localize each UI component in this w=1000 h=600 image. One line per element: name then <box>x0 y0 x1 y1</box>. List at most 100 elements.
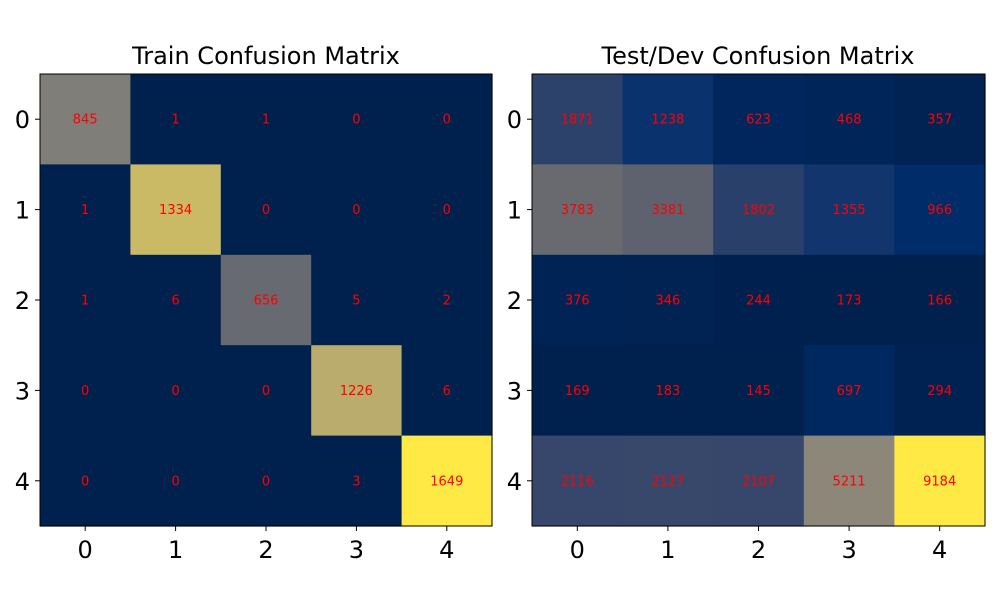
train-matrix-axes: 0 1 2 3 4 0 1 2 3 4 <box>15 73 493 564</box>
test-dev-cell-r0-c1 <box>622 74 714 165</box>
train-y-tick-label-4: 4 <box>15 468 30 496</box>
test-dev-y-tick-label-1: 1 <box>507 197 522 225</box>
test-dev-cell-label-r3-c3: 697 <box>837 384 862 399</box>
train-cell-r1-c3 <box>311 164 403 256</box>
test-dev-cell-label-r0-c3: 468 <box>837 113 862 128</box>
test-dev-cell-r4-c3 <box>803 435 895 527</box>
test-dev-y-tick-label-2: 2 <box>507 287 522 315</box>
train-cell-r1-c2 <box>220 164 312 256</box>
test-dev-cell-label-r3-c1: 183 <box>655 384 680 399</box>
test-dev-cell-label-r1-c4: 966 <box>927 203 952 218</box>
test-dev-y-tick-label-3: 3 <box>507 377 522 405</box>
train-cell-r3-c1 <box>130 345 222 437</box>
test-dev-cell-label-r3-c0: 169 <box>565 384 590 399</box>
test-dev-cell-label-r3-c4: 294 <box>927 384 952 399</box>
train-cell-r3-c2 <box>220 345 312 437</box>
train-cell-label-r2-c1: 6 <box>171 294 179 309</box>
test-dev-cell-label-r4-c4: 9184 <box>923 474 956 489</box>
test-dev-cell-label-r2-c3: 173 <box>837 294 862 309</box>
train-x-tick-label-2: 2 <box>258 536 273 564</box>
train-matrix-title: Train Confusion Matrix <box>131 42 400 70</box>
test-dev-cell-label-r1-c3: 1355 <box>833 203 866 218</box>
train-cell-label-r4-c3: 3 <box>352 474 360 489</box>
test-dev-cell-label-r0-c0: 1871 <box>561 113 594 128</box>
test-dev-cell-r3-c4 <box>894 345 986 437</box>
test-dev-cell-label-r4-c0: 2116 <box>561 474 594 489</box>
test-dev-cell-label-r2-c0: 376 <box>565 294 590 309</box>
train-cell-r4-c2 <box>220 435 312 527</box>
test-dev-x-tick-label-1: 1 <box>660 536 675 564</box>
train-y-tick-label-0: 0 <box>15 106 30 134</box>
train-cell-label-r2-c4: 2 <box>443 294 451 309</box>
test-dev-cell-r2-c2 <box>713 254 805 346</box>
test-dev-cell-label-r0-c1: 1238 <box>651 113 684 128</box>
test-dev-cell-r0-c3 <box>803 74 895 165</box>
test-dev-cell-label-r2-c1: 346 <box>655 294 680 309</box>
test-dev-x-tick-label-4: 4 <box>932 536 947 564</box>
test-dev-matrix-title: Test/Dev Confusion Matrix <box>601 42 915 70</box>
train-cell-r4-c4 <box>401 435 493 527</box>
train-x-tick-label-3: 3 <box>349 536 364 564</box>
test-dev-cell-r0-c0 <box>532 74 624 165</box>
train-cell-label-r0-c3: 0 <box>352 113 360 128</box>
test-dev-cell-r2-c0 <box>532 254 624 346</box>
train-cell-label-r3-c1: 0 <box>171 384 179 399</box>
test-dev-cell-label-r0-c2: 623 <box>746 113 771 128</box>
train-cell-label-r0-c1: 1 <box>171 113 179 128</box>
train-matrix-cell-labels: 845 1 1 0 0 1 1334 0 0 0 1 6 656 5 2 0 0 0 1226 6 0 0 0 3 1649 <box>73 113 464 490</box>
test-dev-x-tick-label-3: 3 <box>841 536 856 564</box>
train-cell-label-r3-c3: 1226 <box>340 384 373 399</box>
train-cell-label-r4-c0: 0 <box>81 474 89 489</box>
test-dev-x-tick-label-2: 2 <box>751 536 766 564</box>
train-cell-label-r2-c0: 1 <box>81 294 89 309</box>
train-cell-r0-c0 <box>40 74 131 165</box>
test-dev-cell-r0-c4 <box>894 74 986 165</box>
train-cell-r0-c3 <box>311 74 403 165</box>
test-dev-cell-r3-c3 <box>803 345 895 437</box>
test-dev-cell-r1-c1 <box>622 164 714 256</box>
test-dev-cell-r3-c2 <box>713 345 805 437</box>
train-cell-r3-c4 <box>401 345 493 437</box>
test-dev-cell-r4-c2 <box>713 435 805 527</box>
train-matrix-cells <box>40 74 493 527</box>
train-cell-r1-c1 <box>130 164 222 256</box>
train-cell-label-r3-c4: 6 <box>443 384 451 399</box>
train-cell-label-r0-c2: 1 <box>262 113 270 128</box>
test-dev-cell-r2-c3 <box>803 254 895 346</box>
train-cell-label-r3-c2: 0 <box>262 384 270 399</box>
test-dev-cell-label-r4-c1: 2127 <box>651 474 684 489</box>
test-dev-cell-label-r4-c2: 2107 <box>742 474 775 489</box>
test-dev-matrix-cells <box>532 74 986 527</box>
train-cell-r3-c3 <box>311 345 403 437</box>
test-dev-cell-label-r1-c2: 1802 <box>742 203 775 218</box>
test-dev-cell-r3-c1 <box>622 345 714 437</box>
test-dev-cell-label-r1-c1: 3381 <box>651 203 684 218</box>
train-cell-r0-c4 <box>401 74 493 165</box>
train-x-tick-label-1: 1 <box>168 536 183 564</box>
train-y-tick-label-3: 3 <box>15 377 30 405</box>
train-cell-r2-c2 <box>220 254 312 346</box>
train-cell-r4-c0 <box>40 435 131 527</box>
test-dev-cell-label-r4-c3: 5211 <box>833 474 866 489</box>
test-dev-cell-label-r3-c2: 145 <box>746 384 771 399</box>
train-cell-r2-c4 <box>401 254 493 346</box>
test-dev-y-tick-label-4: 4 <box>507 468 522 496</box>
train-cell-label-r1-c3: 0 <box>352 203 360 218</box>
train-cell-label-r3-c0: 0 <box>81 384 89 399</box>
train-cell-r3-c0 <box>40 345 131 437</box>
test-dev-cell-r1-c3 <box>803 164 895 256</box>
train-cell-label-r1-c0: 1 <box>81 203 89 218</box>
test-dev-cell-r0-c2 <box>713 74 805 165</box>
train-cell-r2-c3 <box>311 254 403 346</box>
train-cell-r2-c0 <box>40 254 131 346</box>
train-cell-label-r1-c4: 0 <box>443 203 451 218</box>
test-dev-cell-r3-c0 <box>532 345 624 437</box>
train-cell-label-r2-c2: 656 <box>254 294 279 309</box>
train-cell-r1-c4 <box>401 164 493 256</box>
test-dev-cell-label-r0-c4: 357 <box>927 113 952 128</box>
train-cell-label-r4-c1: 0 <box>171 474 179 489</box>
test-dev-cell-label-r1-c0: 3783 <box>561 203 594 218</box>
train-cell-label-r1-c1: 1334 <box>159 203 192 218</box>
test-dev-cell-r4-c4 <box>894 435 986 527</box>
